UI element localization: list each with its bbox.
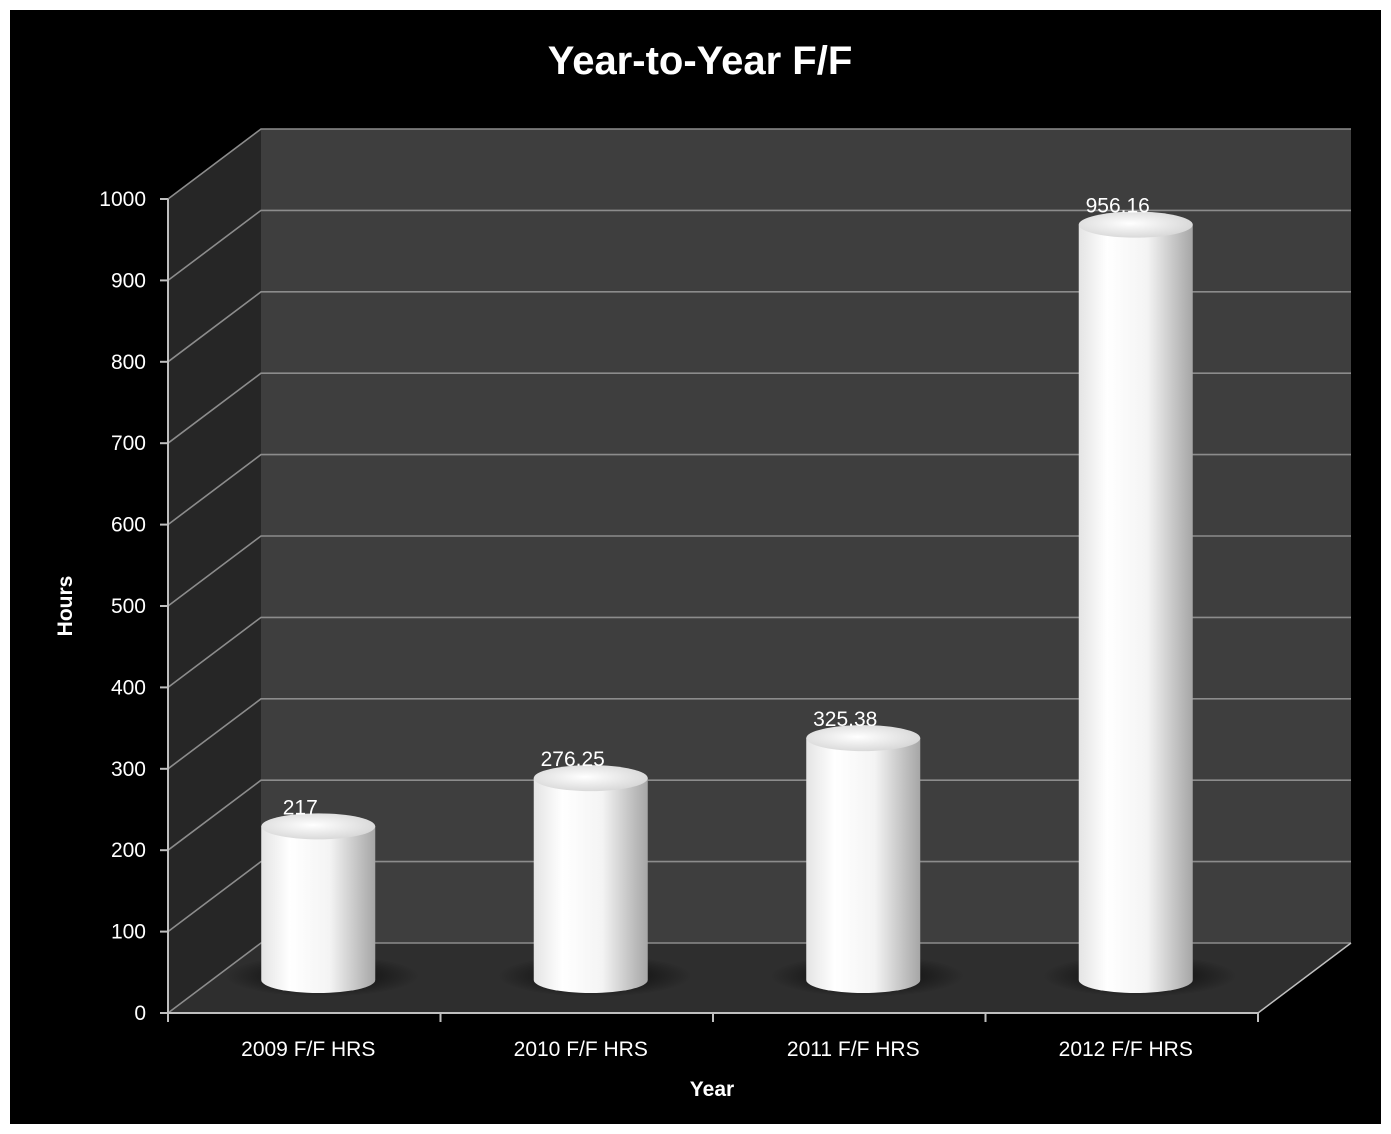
y-tick-labels: 0 100 200 300 400 500 600 700 800 900 1000 [99,188,146,1025]
chart-area: Year-to-Year F/F 0 100 200 300 400 500 600 700 8… [10,10,1381,1124]
y-tick-label: 600 [111,514,146,537]
x-tick-labels: 2009 F/F HRS 2010 F/F HRS 2011 F/F HRS 2012… [241,1038,1193,1061]
y-tick-label: 700 [111,432,146,455]
data-labels: 217 276.25 325.38 956.16 [283,195,1150,820]
bar-top [261,813,376,840]
floor-edge [1257,942,1352,1014]
y-tick-label: 200 [111,839,146,862]
bar-body [533,778,648,994]
data-label: 276.25 [541,748,605,771]
axes [160,198,1352,1022]
x-tick-label: 2011 F/F HRS [787,1038,920,1061]
gridline [167,697,1351,770]
bar-body [806,738,921,994]
gridline [167,860,1351,933]
x-tick-label: 2009 F/F HRS [241,1038,375,1061]
gridline [167,128,1351,200]
floor [168,943,1351,1013]
y-tick-label: 400 [111,676,146,699]
bar [770,725,965,997]
y-tick-label: 500 [111,595,146,618]
gridline [167,372,1351,444]
bar-top [806,725,921,752]
gridline [167,453,1351,526]
y-tick-label: 0 [134,1002,146,1025]
y-tick-label: 300 [111,758,146,781]
y-tick-label: 900 [111,269,146,292]
gridline [167,942,1351,1014]
gridline [167,535,1351,607]
y-tick-label: 100 [111,921,146,944]
gridlines [167,128,1351,1014]
x-tick-label: 2012 F/F HRS [1059,1038,1193,1061]
gridline [167,209,1351,282]
bar-top [533,765,648,792]
data-label: 217 [283,796,318,819]
bar [225,813,420,997]
chart-title: Year-to-Year F/F [548,39,853,83]
x-tick-label: 2010 F/F HRS [514,1038,648,1061]
data-label: 956.16 [1086,195,1150,218]
bars [225,211,1237,997]
bar-body [261,826,376,994]
y-tick-label: 800 [111,351,146,374]
x-axis-title: Year [690,1078,734,1101]
bar-top [1078,211,1193,238]
gridline [167,290,1351,363]
bar-body [1078,224,1193,994]
gridline [167,779,1351,851]
data-label: 325.38 [813,708,877,731]
bar [1042,211,1237,997]
gridline [167,616,1351,689]
y-tick-label: 1000 [99,188,146,211]
y-axis-title: Hours [54,576,77,637]
bar [497,765,692,997]
